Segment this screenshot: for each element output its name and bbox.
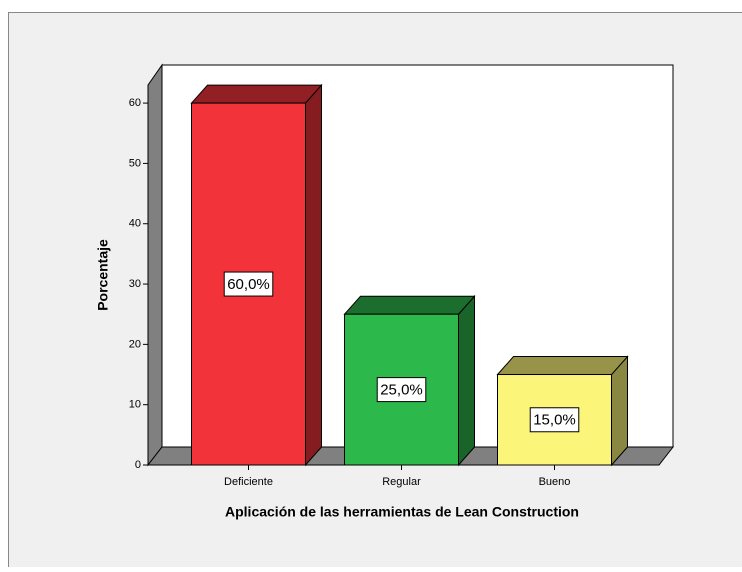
value-label: 25,0%	[380, 382, 423, 399]
y-tick-label: 40	[129, 218, 141, 230]
y-tick-label: 0	[135, 459, 141, 471]
y-tick-label: 50	[129, 157, 141, 169]
y-tick-label: 10	[129, 399, 141, 411]
x-tick-label: Regular	[382, 476, 421, 488]
y-tick-label: 20	[129, 338, 141, 350]
value-label: 60,0%	[227, 276, 270, 293]
x-tick-label: Bueno	[539, 476, 571, 488]
bar-side	[612, 357, 628, 465]
bar-top	[192, 85, 322, 103]
x-tick-label: Deficiente	[224, 476, 273, 488]
y-tick-label: 60	[129, 97, 141, 109]
y-axis-label: Porcentaje	[95, 239, 111, 311]
x-axis-label: Aplicación de las herramientas de Lean C…	[225, 504, 579, 520]
left-wall	[148, 65, 162, 465]
y-tick-label: 30	[129, 278, 141, 290]
bar-side	[459, 296, 475, 465]
bar-side	[306, 85, 322, 465]
bar-top	[345, 296, 475, 314]
value-label: 15,0%	[533, 412, 576, 429]
bar-top	[498, 357, 628, 375]
